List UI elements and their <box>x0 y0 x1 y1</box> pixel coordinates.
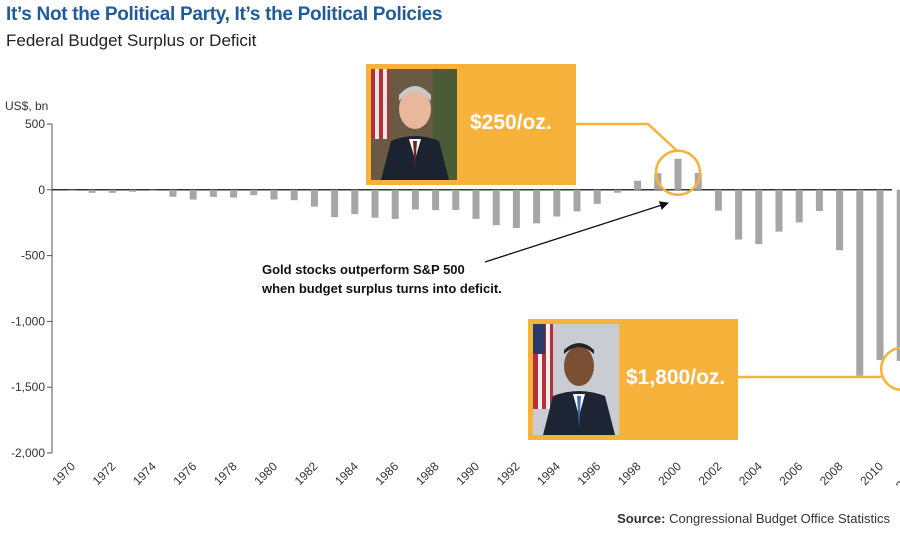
obama-callout: $1,800/oz. <box>528 319 738 440</box>
bar-1994 <box>553 189 561 217</box>
bar-2008 <box>836 189 844 251</box>
bar-1970 <box>68 189 76 191</box>
x-tick-label: 1992 <box>494 459 523 488</box>
annotation-line-2: when budget surplus turns into deficit. <box>262 281 502 296</box>
annotation-text: Gold stocks outperform S&P 500 when budg… <box>262 260 502 298</box>
bar-1986 <box>391 189 399 219</box>
y-tick-label: -500 <box>21 249 45 263</box>
clinton-connector <box>576 122 678 152</box>
bar-1974 <box>149 189 157 191</box>
bar-1978 <box>230 189 238 198</box>
bar-2005 <box>775 189 783 232</box>
bar-1971 <box>88 189 96 193</box>
bar-1975 <box>169 189 177 197</box>
x-tick-label: 1980 <box>251 459 280 488</box>
y-tick-label: -1,000 <box>11 314 45 328</box>
y-tick-label: 0 <box>38 183 45 197</box>
bar-1989 <box>452 189 460 210</box>
bar-1976 <box>189 189 197 200</box>
bar-1997 <box>613 189 621 193</box>
source-note: Source: Congressional Budget Office Stat… <box>617 511 890 526</box>
x-tick-label: 2000 <box>655 459 684 488</box>
bar-1990 <box>472 189 480 219</box>
bar-1983 <box>331 189 339 218</box>
bar-1982 <box>310 189 318 207</box>
clinton-gold-price: $250/oz. <box>470 111 552 134</box>
x-tick-label: 1972 <box>90 459 119 488</box>
annotation-arrow <box>484 201 669 263</box>
x-tick-label: 2008 <box>817 459 846 488</box>
bar-2000 <box>674 158 682 190</box>
y-tick-label: 500 <box>25 117 45 131</box>
bar-1988 <box>432 189 440 211</box>
bar-1985 <box>371 189 379 218</box>
bar-2006 <box>795 189 803 223</box>
bar-1980 <box>270 189 278 200</box>
x-tick-label: 2004 <box>736 459 765 488</box>
bar-2011 <box>896 189 900 361</box>
bar-1972 <box>108 189 116 193</box>
source-label: Source: <box>617 511 666 526</box>
bar-2009 <box>856 189 864 376</box>
x-tick-label: 1988 <box>413 459 442 488</box>
clinton-callout: $250/oz. <box>366 64 576 185</box>
bar-1992 <box>512 189 520 228</box>
y-axis-label: US$, bn <box>5 99 48 113</box>
source-text: Congressional Budget Office Statistics <box>669 511 890 526</box>
bar-1993 <box>533 189 541 224</box>
x-tick-label: 1998 <box>615 459 644 488</box>
president-portrait-icon <box>533 324 619 435</box>
x-tick-label: 1976 <box>171 459 200 488</box>
x-tick-label: 1970 <box>49 459 78 488</box>
bar-1973 <box>129 189 137 192</box>
bar-1998 <box>634 180 642 190</box>
chart-subtitle: Federal Budget Surplus or Deficit <box>6 31 257 50</box>
bar-1991 <box>492 189 500 226</box>
highlight-circle-2000 <box>654 149 702 196</box>
president-portrait-icon <box>371 69 457 180</box>
bar-1987 <box>411 189 419 210</box>
bar-1995 <box>573 189 581 212</box>
x-tick-label: 1994 <box>534 459 563 488</box>
x-tick-label: 2010 <box>857 459 886 488</box>
x-tick-label: 2012e <box>893 459 900 493</box>
bar-1981 <box>290 189 298 201</box>
bar-2007 <box>815 189 823 211</box>
y-tick-label: -1,500 <box>11 380 45 394</box>
bar-2002 <box>714 189 722 211</box>
bar-1977 <box>209 189 217 197</box>
bar-2003 <box>735 189 743 240</box>
highlight-circle-2011 <box>879 346 900 392</box>
x-tick-label: 1974 <box>130 459 159 488</box>
bar-2010 <box>876 189 884 361</box>
x-tick-label: 1978 <box>211 459 240 488</box>
chart-title: It’s Not the Political Party, It’s the P… <box>6 4 443 25</box>
obama-gold-price: $1,800/oz. <box>626 366 726 389</box>
x-tick-label: 1990 <box>453 459 482 488</box>
x-tick-label: 1996 <box>575 459 604 488</box>
bar-1984 <box>351 189 359 215</box>
x-tick-label: 1984 <box>332 459 361 488</box>
x-tick-label: 2006 <box>777 459 806 488</box>
x-tick-label: 2002 <box>696 459 725 488</box>
x-tick-label: 1982 <box>292 459 321 488</box>
bar-1979 <box>250 189 258 196</box>
y-tick-label: -2,000 <box>11 446 45 460</box>
bar-2004 <box>755 189 763 245</box>
bar-1996 <box>593 189 601 204</box>
x-tick-label: 1986 <box>373 459 402 488</box>
annotation-line-1: Gold stocks outperform S&P 500 <box>262 262 465 277</box>
